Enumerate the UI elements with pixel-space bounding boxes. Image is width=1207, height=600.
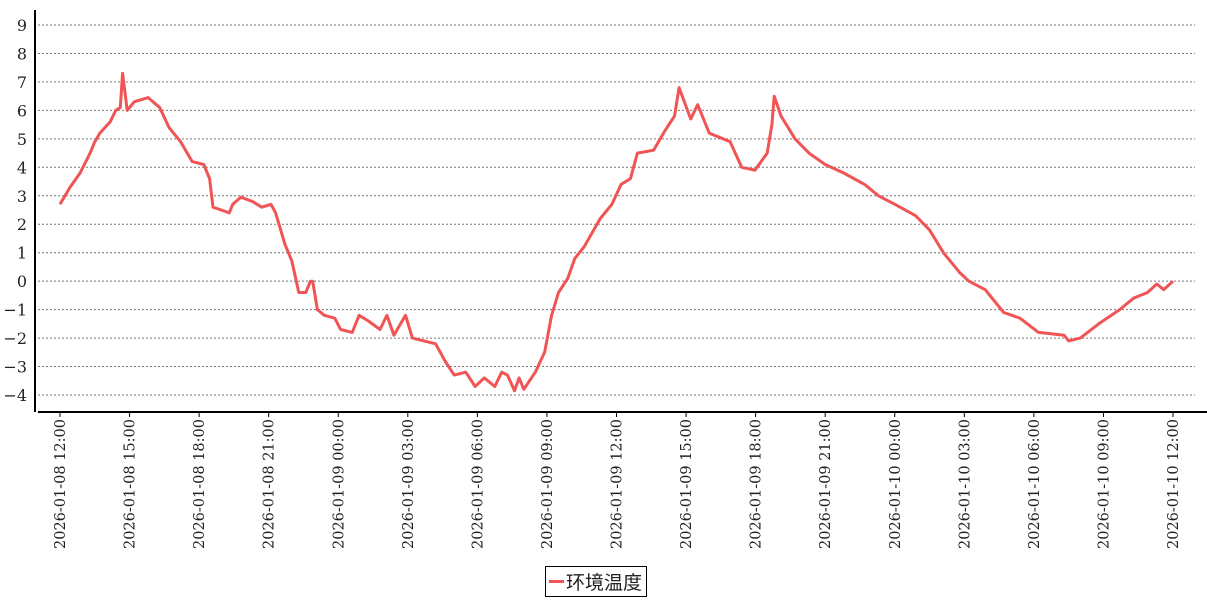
series-line-0 bbox=[58, 71, 1175, 393]
y-tick-label: 6 bbox=[17, 101, 27, 120]
x-tick-label: 2026-01-10 12:00 bbox=[1166, 419, 1182, 549]
x-tick-label: 2026-01-09 09:00 bbox=[540, 419, 556, 549]
y-tick-label: 9 bbox=[17, 16, 27, 35]
x-tick-label: 2026-01-08 21:00 bbox=[262, 419, 278, 549]
x-tick-label: 2026-01-08 18:00 bbox=[192, 419, 208, 549]
x-tick-label: 2026-01-09 21:00 bbox=[818, 419, 834, 549]
legend-swatch bbox=[549, 580, 564, 583]
y-tick-label: 4 bbox=[17, 158, 27, 177]
legend: 环境温度 bbox=[545, 566, 648, 597]
x-tick-label: 2026-01-10 03:00 bbox=[957, 419, 973, 549]
y-tick-label: 7 bbox=[17, 73, 27, 92]
x-tick-label: 2026-01-08 12:00 bbox=[53, 419, 69, 549]
x-tick-label: 2026-01-09 18:00 bbox=[749, 419, 765, 549]
legend-label: 环境温度 bbox=[566, 572, 643, 594]
x-tick-label: 2026-01-10 06:00 bbox=[1027, 419, 1043, 549]
x-axis-ticks: 2026-01-08 12:00 2026-01-08 15:00 2026-01-… bbox=[53, 412, 1182, 549]
y-tick-label: 8 bbox=[17, 44, 27, 63]
y-axis-ticks: −4 −3 −2 −1 0 1 2 3 4 5 6 7 8 9 bbox=[3, 16, 27, 405]
series-layer bbox=[58, 71, 1175, 393]
x-tick-label: 2026-01-09 15:00 bbox=[679, 419, 695, 549]
x-tick-label: 2026-01-09 06:00 bbox=[470, 419, 486, 549]
y-tick-label: −2 bbox=[3, 329, 27, 348]
gridlines bbox=[38, 24, 1195, 396]
y-tick-label: −1 bbox=[3, 301, 27, 320]
x-tick-label: 2026-01-09 12:00 bbox=[610, 419, 626, 549]
x-tick-label: 2026-01-08 15:00 bbox=[123, 419, 139, 549]
x-tick-label: 2026-01-09 00:00 bbox=[331, 419, 347, 549]
y-tick-label: 5 bbox=[17, 130, 27, 149]
y-tick-label: 3 bbox=[17, 187, 27, 206]
y-tick-label: −4 bbox=[3, 386, 27, 405]
y-tick-label: 0 bbox=[17, 272, 27, 291]
x-tick-label: 2026-01-10 09:00 bbox=[1096, 419, 1112, 549]
x-tick-label: 2026-01-10 00:00 bbox=[888, 419, 904, 549]
y-tick-label: 1 bbox=[17, 244, 27, 263]
y-tick-label: −3 bbox=[3, 358, 27, 377]
y-tick-label: 2 bbox=[17, 215, 27, 234]
x-tick-label: 2026-01-09 03:00 bbox=[401, 419, 417, 549]
